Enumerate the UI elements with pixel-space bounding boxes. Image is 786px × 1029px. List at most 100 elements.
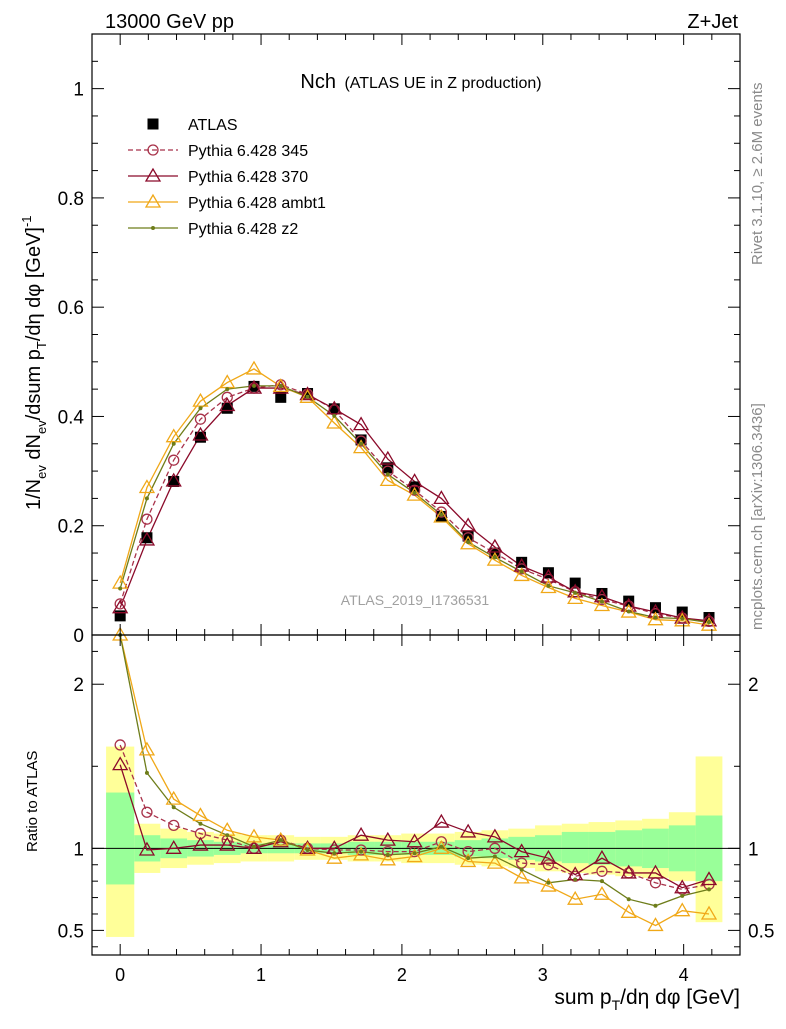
ratio-3-point-19 xyxy=(620,904,637,918)
ratio-3-point-21 xyxy=(674,902,691,917)
series-1-point-3 xyxy=(194,413,207,425)
ratio-band-inner-0 xyxy=(106,792,135,885)
x-axis-label: sum pT/dη dφ [GeV] xyxy=(554,986,740,1013)
ratio-4-point-6 xyxy=(278,838,283,843)
ratio-2-point-6 xyxy=(272,833,289,848)
series-1-point-11 xyxy=(408,484,421,496)
series-2-point-21 xyxy=(674,609,691,624)
series-2-point-0 xyxy=(112,599,129,614)
legend-label-4: Pythia 6.428 z2 xyxy=(188,221,298,238)
ratio-3-point-20 xyxy=(647,917,664,932)
header-left: 13000 GeV pp xyxy=(105,11,234,33)
ratio-3-point-6 xyxy=(272,831,289,846)
series-4-point-14 xyxy=(492,555,497,560)
ratio-3-point-17 xyxy=(567,890,584,905)
ratio-2-point-4 xyxy=(219,836,236,851)
ratio-2-point-1 xyxy=(138,841,156,856)
ratio-4-point-16 xyxy=(546,880,551,885)
series-2-point-1 xyxy=(138,531,156,546)
series-3-point-5 xyxy=(245,360,263,375)
ratio-4-point-11 xyxy=(412,851,417,856)
series-0-point-16 xyxy=(542,567,554,579)
ratio-1-point-16 xyxy=(542,859,555,871)
ratio-3-point-13 xyxy=(459,853,477,868)
series-2-point-4 xyxy=(219,397,236,412)
ratio-2-point-2 xyxy=(165,840,182,854)
series-3-point-12 xyxy=(433,508,450,523)
chart-title-sub: (ATLAS UE in Z production) xyxy=(344,75,541,92)
ratio-line-2 xyxy=(119,764,710,889)
series-4-point-7 xyxy=(305,394,310,399)
series-0-point-8 xyxy=(328,403,340,415)
y-axis-label: 1/Nev dNev/dsum pT/dη dφ [GeV]-1 xyxy=(19,215,49,510)
series-4-point-18 xyxy=(599,599,604,604)
series-4-point-0 xyxy=(118,586,123,591)
ratio-1-point-18 xyxy=(596,865,608,877)
x-tick-label-1: 1 xyxy=(256,965,266,985)
ratio-3-point-9 xyxy=(352,846,370,861)
ratio-2-point-12 xyxy=(433,813,450,828)
series-4-point-22 xyxy=(707,620,712,625)
ratio-y-tick-label-right-2: 2 xyxy=(748,675,759,696)
series-3-point-17 xyxy=(567,590,584,605)
series-4-point-21 xyxy=(680,616,685,621)
ratio-3-point-16 xyxy=(540,877,557,892)
series-4-point-8 xyxy=(332,413,337,418)
ratio-2-point-18 xyxy=(593,849,611,864)
series-3-point-18 xyxy=(593,597,611,612)
ratio-2-point-10 xyxy=(379,831,396,846)
series-0-point-4 xyxy=(221,402,233,414)
series-4-point-4 xyxy=(225,387,230,392)
series-0-point-0 xyxy=(114,610,126,622)
ratio-2-point-21 xyxy=(674,879,691,894)
ratio-y-tick-label-right-0: 0.5 xyxy=(748,921,774,942)
ratio-3-point-18 xyxy=(593,885,611,900)
series-3-point-3 xyxy=(192,392,209,407)
series-2-point-8 xyxy=(326,400,343,415)
series-3-point-14 xyxy=(486,551,504,566)
ratio-4-point-8 xyxy=(332,851,337,856)
ratio-2-point-20 xyxy=(647,864,664,879)
y-tick-label-4: 0.8 xyxy=(58,189,84,210)
series-4-point-2 xyxy=(171,441,176,446)
ratio-1-point-2 xyxy=(168,819,180,832)
ratio-2-point-16 xyxy=(540,849,557,864)
series-line-3 xyxy=(119,368,710,626)
series-4-point-20 xyxy=(653,615,658,620)
ratio-2-point-15 xyxy=(513,843,530,858)
ratio-3-point-10 xyxy=(379,851,396,866)
ratio-3-point-8 xyxy=(326,849,343,864)
legend-marker-4 xyxy=(151,226,155,230)
series-3-point-7 xyxy=(299,389,316,403)
series-3-point-16 xyxy=(540,579,557,594)
ratio-line-3 xyxy=(119,634,710,927)
ratio-4-point-15 xyxy=(519,867,524,872)
series-0-point-18 xyxy=(596,587,608,599)
ratio-y-axis-label: Ratio to ATLAS xyxy=(24,751,41,852)
y-tick-label-5: 1 xyxy=(73,80,84,101)
series-0-point-7 xyxy=(302,388,314,400)
ratio-2-point-13 xyxy=(459,823,477,838)
series-3-point-11 xyxy=(406,486,423,501)
series-4-point-17 xyxy=(573,590,578,595)
ratio-2-point-14 xyxy=(486,828,504,843)
ratio-4-point-13 xyxy=(466,856,471,861)
series-1-point-0 xyxy=(114,598,126,610)
ratio-4-point-12 xyxy=(439,844,444,849)
legend-label-2: Pythia 6.428 370 xyxy=(188,169,308,186)
ratio-4-point-19 xyxy=(626,897,631,902)
ratio-4-point-1 xyxy=(144,770,149,775)
series-3-point-1 xyxy=(138,479,156,494)
series-2-point-6 xyxy=(272,379,289,394)
series-1-point-2 xyxy=(168,454,180,466)
series-line-2 xyxy=(119,387,710,622)
series-1-point-4 xyxy=(221,391,233,403)
ratio-3-point-12 xyxy=(433,840,450,854)
ratio-1-point-0 xyxy=(114,739,126,751)
series-4-point-11 xyxy=(412,490,417,495)
series-3-point-13 xyxy=(459,535,477,550)
series-4-point-6 xyxy=(278,383,283,388)
series-2-point-2 xyxy=(165,472,182,487)
